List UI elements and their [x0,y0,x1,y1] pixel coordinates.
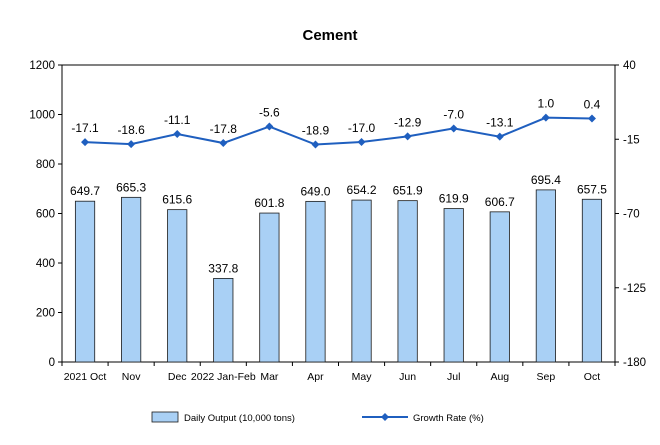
x-axis-tick-label: 2021 Oct [64,371,107,383]
growth-rate-line [84,116,592,146]
right-axis-tick-label: -70 [623,209,640,221]
line-point-marker [219,139,228,148]
legend-line-label: Growth Rate (%) [413,413,484,424]
bar [397,200,418,363]
bar-value-label: 606.7 [485,195,515,209]
x-axis-tick-label: Mar [260,371,279,383]
left-axis-tick-label: 0 [49,357,55,369]
bar-value-label: 601.8 [254,196,284,210]
x-axis-tick-label: Jun [399,371,416,383]
line-value-label: -5.6 [259,106,280,120]
right-axis-tick-label: -180 [623,357,646,369]
right-axis-tick-label: -15 [623,134,640,146]
bar-value-label: 651.9 [393,184,423,198]
bar [443,208,464,363]
line-value-label: -17.1 [71,121,99,135]
line-point-marker [495,132,504,141]
legend-bar-swatch [151,411,179,423]
bar [351,199,372,363]
x-axis-tick-label: Nov [122,371,141,383]
x-axis-tick-label: Oct [584,371,600,383]
bar [167,209,188,363]
left-axis-tick-label: 200 [36,308,55,320]
chart-title: Cement [302,27,357,44]
bar-value-label: 649.0 [300,184,330,198]
line-point-marker [127,140,136,149]
bar-value-label: 337.8 [208,261,238,275]
bar-value-label: 615.6 [162,193,192,207]
x-axis-tick-label: Apr [307,371,324,383]
line-point-marker [173,129,182,138]
line-point-marker [587,114,596,123]
bar-value-label: 654.2 [347,183,377,197]
bar-value-label: 665.3 [116,180,146,194]
x-axis-tick-label: Sep [537,371,556,383]
x-axis: 2021 Oct Nov Dec 2022 Jan-Feb Mar Apr May Jun Ju… [61,362,616,383]
left-axis-tick-label: 600 [36,209,55,221]
line-point-marker [311,140,320,149]
left-axis-tick-label: 1000 [29,110,55,122]
legend-line-marker [381,413,389,421]
legend-bar-label: Daily Output (10,000 tons) [184,413,295,424]
left-axis-tick-label: 1200 [29,60,55,72]
line-value-label: -12.9 [394,115,422,129]
line-data-labels: -17.1 -18.6 -11.1 -17.8 -5.6 -18.9 -17.0 -12.9 -… [71,97,600,138]
x-axis-tick-label: Dec [168,371,187,383]
line-value-label: -18.6 [117,123,145,137]
line-value-label: -17.0 [348,121,376,135]
line-point-marker [403,132,412,141]
plot-area-frame [61,64,616,363]
bar [305,200,326,363]
line-point-marker [265,122,274,131]
x-axis-tick-label: May [352,371,373,383]
line-point-marker [449,124,458,133]
right-axis-tick-label: 40 [623,60,636,72]
line-value-label: -11.1 [164,113,191,127]
right-y-axis: -180 -125 -70 -15 40 [615,60,646,369]
bar-data-labels: 649.7 665.3 615.6 337.8 601.8 649.0 654.2 651.9… [70,173,607,276]
legend-item-line: Growth Rate (%) [362,413,484,424]
bar-value-label: 657.5 [577,182,607,196]
left-y-axis: 0 200 400 600 800 1000 1200 [29,60,62,369]
bar-value-label: 649.7 [70,184,100,198]
bar [581,198,603,363]
bar-value-label: 619.9 [439,192,469,206]
x-axis-tick-label: Aug [490,371,509,383]
line-value-label: 0.4 [584,97,601,111]
bar-series [74,189,603,363]
left-axis-tick-label: 800 [36,159,55,171]
x-axis-tick-label: 2022 Jan-Feb [191,371,256,383]
line-point-marker [81,138,90,147]
right-axis-tick-label: -125 [623,283,646,295]
line-value-label: -7.0 [443,107,464,121]
bar [489,211,510,363]
legend-item-bar: Daily Output (10,000 tons) [151,411,295,424]
bar [213,277,234,363]
legend: Daily Output (10,000 tons) Growth Rate (… [151,411,484,424]
x-axis-tick-label: Jul [447,371,460,383]
bar [74,200,96,363]
line-value-label: -13.1 [486,116,514,130]
line-value-label: -17.8 [210,122,238,136]
bar [259,212,280,363]
line-value-label: 1.0 [538,97,555,111]
line-value-label: -18.9 [302,124,330,138]
line-point-marker [357,137,366,146]
left-axis-tick-label: 400 [36,258,55,270]
bar [121,196,142,363]
line-point-marker [541,113,550,122]
bar-value-label: 695.4 [531,173,561,187]
bar [535,189,556,363]
line-series [81,113,596,149]
